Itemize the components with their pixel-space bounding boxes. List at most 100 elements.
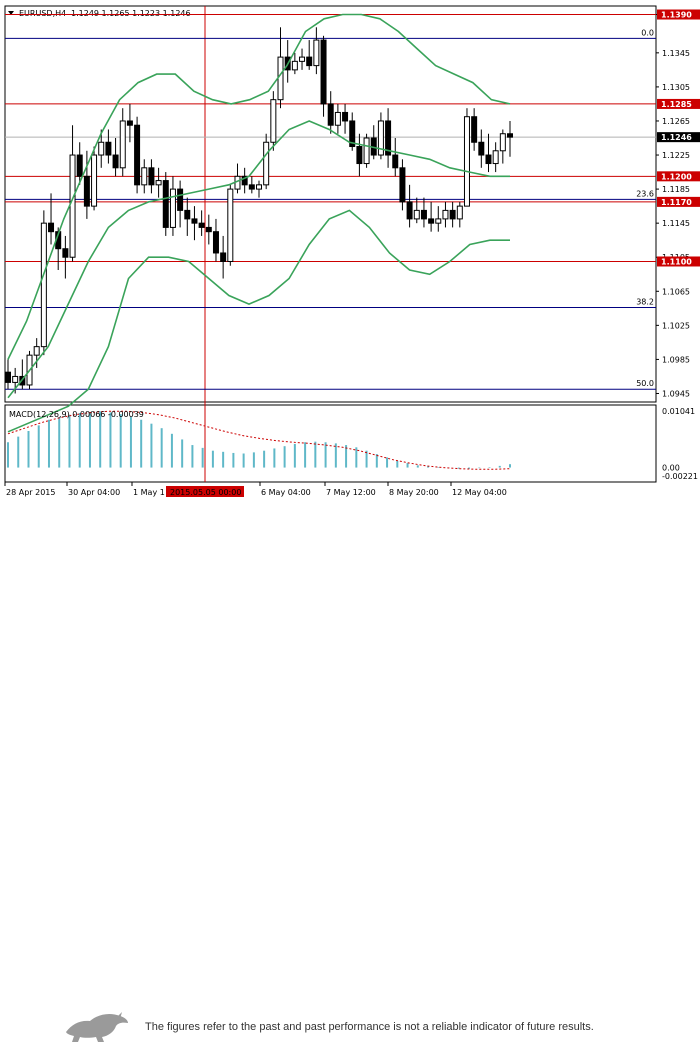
price-tick-label: 1.1265 xyxy=(662,117,690,126)
candle-body xyxy=(327,103,334,126)
fib-level-label: 0.0 xyxy=(641,28,654,37)
candle-body xyxy=(33,346,40,356)
candle-body xyxy=(5,371,11,383)
candle-body xyxy=(449,209,456,220)
price-tick-label: 1.1185 xyxy=(662,185,690,194)
candle-body xyxy=(334,111,341,126)
price-tick-label: 1.1065 xyxy=(662,287,690,296)
bollinger-upper-line xyxy=(7,13,511,360)
candle-body xyxy=(220,252,227,262)
footer: The figures refer to the past and past p… xyxy=(0,500,700,1042)
candle-body xyxy=(356,146,363,165)
macd-signal-line xyxy=(7,410,511,470)
candle-body xyxy=(105,141,112,156)
price-tick-label: 1.1305 xyxy=(662,83,690,92)
candle-body xyxy=(406,201,413,220)
price-tick-label: 1.1345 xyxy=(662,49,690,58)
candle-body xyxy=(420,209,427,220)
macd-axis-zero: 0.00 xyxy=(662,464,680,473)
candle-body xyxy=(377,120,384,156)
level-tag-label: 1.1100 xyxy=(661,257,692,266)
current-price-tag xyxy=(657,132,700,143)
candle-body xyxy=(62,248,69,258)
candle-body xyxy=(485,154,492,165)
candle-body xyxy=(291,60,298,71)
time-label: 30 Apr 04:00 xyxy=(68,488,120,497)
candle-body xyxy=(413,209,420,220)
symbol-label: EURUSD,H4 xyxy=(19,9,66,18)
candle-body xyxy=(471,116,478,143)
candle-body xyxy=(69,154,76,258)
candle-body xyxy=(463,116,470,207)
price-tick-label: 1.0945 xyxy=(662,389,690,398)
candle-body xyxy=(456,205,463,220)
candle-body xyxy=(184,209,191,220)
candle-body xyxy=(112,154,119,169)
bull-logo-icon xyxy=(66,1012,128,1042)
candle-body xyxy=(478,141,485,156)
candle-body xyxy=(363,137,370,165)
candle-body xyxy=(148,167,155,186)
macd-axis-top: 0.01041 xyxy=(662,407,695,416)
candle-body xyxy=(12,375,19,383)
candle-body xyxy=(256,184,262,190)
fib-level-label: 38.2 xyxy=(636,297,654,306)
time-label: 8 May 20:00 xyxy=(389,488,439,497)
candle-body xyxy=(241,175,248,186)
candle-body xyxy=(48,222,55,233)
candle-body xyxy=(385,120,392,156)
candle-body xyxy=(169,188,176,228)
candle-body xyxy=(177,188,184,211)
main-frame xyxy=(4,5,657,403)
candle-body xyxy=(263,141,270,186)
level-tag xyxy=(657,256,700,267)
level-tag-label: 1.1390 xyxy=(661,11,692,20)
price-tick-label: 1.1025 xyxy=(662,321,690,330)
level-tag-label: 1.1200 xyxy=(661,172,692,181)
candle-body xyxy=(119,120,126,169)
time-label: 6 May 04:00 xyxy=(261,488,311,497)
candle-body xyxy=(392,154,399,169)
candle-body xyxy=(83,175,90,207)
current-price-label: 1.1246 xyxy=(661,133,692,142)
level-tag xyxy=(657,9,700,20)
chart-area[interactable]: EURUSD,H4 1.1249 1.1265 1.1223 1.1246 1.13… xyxy=(0,0,700,500)
candle-body xyxy=(277,56,284,101)
candle-body xyxy=(507,133,513,138)
bollinger-middle-line xyxy=(7,120,510,399)
time-highlight-tag xyxy=(166,486,244,497)
price-tick-label: 1.1225 xyxy=(662,151,690,160)
candle-body xyxy=(442,209,449,220)
candle-body xyxy=(499,133,506,152)
price-chart[interactable]: EURUSD,H4 1.1249 1.1265 1.1223 1.1246 1.13… xyxy=(0,0,700,500)
disclaimer-text: The figures refer to the past and past p… xyxy=(145,1021,594,1033)
candle-body xyxy=(349,120,356,148)
candle-body xyxy=(91,154,98,207)
candle-body xyxy=(313,39,320,67)
candle-body xyxy=(212,231,219,254)
candle-body xyxy=(198,222,205,228)
candle-body xyxy=(162,180,169,228)
candle-body xyxy=(299,56,306,62)
ohlc-label: 1.1249 1.1265 1.1223 1.1246 xyxy=(71,9,191,18)
level-tag xyxy=(657,196,700,207)
time-label: 7 May 12:00 xyxy=(326,488,376,497)
macd-axis-bottom: -0.00221 xyxy=(662,472,698,481)
candle-body xyxy=(40,222,47,348)
candle-body xyxy=(492,150,499,165)
time-label: 28 Apr 2015 xyxy=(6,488,55,497)
fib-level-label: 23.6 xyxy=(636,189,654,198)
level-tag-label: 1.1285 xyxy=(661,100,692,109)
candle-body xyxy=(227,188,234,262)
macd-label: MACD(12,26,9) 0.00066 -0.00039 xyxy=(9,410,144,419)
candle-body xyxy=(428,218,435,224)
candle-body xyxy=(98,141,105,156)
dropdown-triangle-icon xyxy=(8,11,14,15)
fib-level-label: 50.0 xyxy=(636,379,654,388)
candle-body xyxy=(126,120,133,126)
candle-body xyxy=(270,99,277,143)
time-label: 12 May 04:00 xyxy=(452,488,507,497)
bollinger-lower-line xyxy=(7,209,510,433)
level-tag xyxy=(657,171,700,182)
candle-body xyxy=(155,180,162,186)
